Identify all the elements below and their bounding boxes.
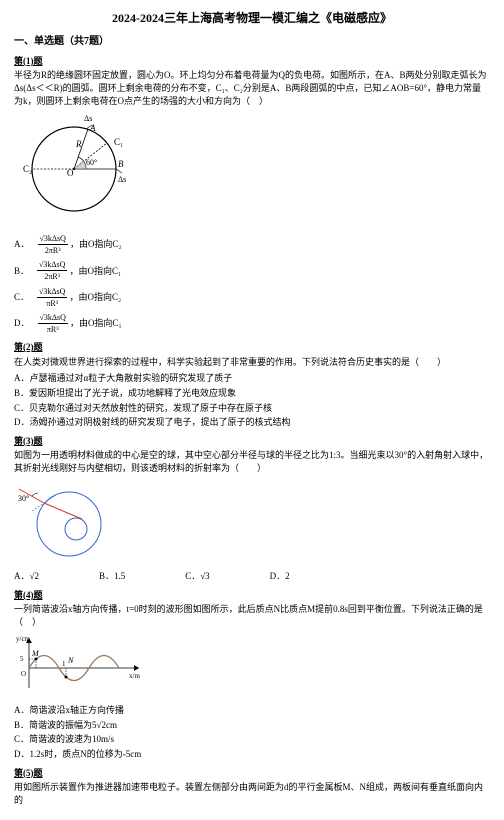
q3-header: 第(3)题 <box>14 435 490 448</box>
section-header: 一、单选题（共7题） <box>14 35 490 49</box>
q4-option-D[interactable]: D．1.2s时，质点N的位移为-5cm <box>14 748 490 761</box>
q2-options: A．卢瑟福通过对α粒子大角散射实验的研究发现了质子 B．爱因斯坦提出了光子说，成… <box>14 372 490 428</box>
q3-options: A．√2 B．1.5 C．√3 D．2 <box>14 570 490 583</box>
q1-options: A． √3kΔsQ2πR³ ，由O指向C₂ B． √3kΔsQ2πR³ ，由O指… <box>14 233 490 336</box>
option-letter: A． <box>14 238 30 251</box>
q3-text: 如图为一用透明材料做成的中心是空的球，其中空心部分半径与球的半径之比为1:3。当… <box>14 449 490 474</box>
q4-option-C[interactable]: C．简谐波的波速为10m/s <box>14 733 490 746</box>
M-label: M <box>31 649 40 658</box>
five: 5 <box>20 655 24 663</box>
tail: ，由O指向C₁ <box>70 317 122 330</box>
q5-text: 用如图所示装置作为推进器加速带电粒子。装置左侧部分由两间距为d的平行金属板M、N… <box>14 781 490 806</box>
option-letter: B． <box>14 265 29 278</box>
angle-30: 30° <box>18 494 29 503</box>
x-label: x/m <box>129 672 140 680</box>
num: √3kΔsQ <box>37 259 67 271</box>
q3-option-D[interactable]: D．2 <box>270 570 290 583</box>
q2-header: 第(2)题 <box>14 341 490 354</box>
label-angle: 60° <box>86 158 97 167</box>
q1-text1: 半径为R的绝缘圆环固定放置，圆心为O。环上均匀分布着电荷量为Q的负电荷。如图所示… <box>14 70 487 80</box>
label-C1: C₁ <box>114 137 123 147</box>
q2-text: 在人类对微观世界进行探索的过程中，科学实验起到了非常重要的作用。下列说法符合历史… <box>14 356 490 369</box>
q1-option-B[interactable]: B． √3kΔsQ2πR³ ，由O指向C₁ <box>14 259 490 282</box>
label-A: A <box>89 123 96 133</box>
q1-option-C[interactable]: C． √3kΔsQπR³ ，由O指向C₂ <box>14 286 490 309</box>
tail: ，由O指向C₁ <box>69 265 121 278</box>
den: πR³ <box>45 324 61 335</box>
q1-text: 半径为R的绝缘圆环固定放置，圆心为O。环上均匀分布着电荷量为Q的负电荷。如图所示… <box>14 69 490 107</box>
q3-option-B[interactable]: B．1.5 <box>99 570 125 583</box>
q1-option-D[interactable]: D． √3kΔsQπR³ ，由O指向C₁ <box>14 312 490 335</box>
tail: ，由O指向C₂ <box>69 291 121 304</box>
q4-option-A[interactable]: A．简谐波沿x轴正方向传播 <box>14 704 490 717</box>
q4-figure: y/cm x/m O M N 5 1 <box>14 633 490 697</box>
q5-header: 第(5)题 <box>14 767 490 780</box>
num: √3kΔsQ <box>38 233 68 245</box>
option-letter: C． <box>14 291 29 304</box>
q2-option-A[interactable]: A．卢瑟福通过对α粒子大角散射实验的研究发现了质子 <box>14 372 490 385</box>
q1-header: 第(1)题 <box>14 55 490 68</box>
q2-option-D[interactable]: D．汤姆孙通过对阴极射线的研究发现了电子，提出了原子的核式结构 <box>14 416 490 429</box>
O-label: O <box>21 670 26 678</box>
q4-header: 第(4)题 <box>14 589 490 602</box>
label-ds-b: Δs <box>118 175 126 184</box>
q4-option-B[interactable]: B．简谐波的振幅为5√2cm <box>14 719 490 732</box>
num: √3kΔsQ <box>37 286 67 298</box>
q3-option-C[interactable]: C．√3 <box>185 570 209 583</box>
q1-option-A[interactable]: A． √3kΔsQ2πR³ ，由O指向C₂ <box>14 233 490 256</box>
num: √3kΔsQ <box>38 312 68 324</box>
label-B: B <box>118 159 124 169</box>
q3-figure: 30° <box>14 479 490 563</box>
option-letter: D． <box>14 317 30 330</box>
q4-text: 一列简谐波沿x轴方向传播，t=0时刻的波形图如图所示，此后质点N比质点M提前0.… <box>14 603 490 628</box>
den: πR³ <box>44 298 60 309</box>
y-label: y/cm <box>16 635 31 643</box>
one: 1 <box>62 660 66 668</box>
q2-option-C[interactable]: C．贝克勒尔通过对天然放射性的研究，发现了原子中存在原子核 <box>14 402 490 415</box>
q1-text2: Δs(Δs＜＜R)的圆弧。圆环上剩余电荷的分布不变，C₁、C₂分别是A、B两段圆… <box>14 83 481 106</box>
page-title: 2024-2024三年上海高考物理一模汇编之《电磁感应》 <box>14 10 490 27</box>
q3-option-A[interactable]: A．√2 <box>14 570 39 583</box>
q2-option-B[interactable]: B．爱因斯坦提出了光子说，成功地解释了光电效应现象 <box>14 387 490 400</box>
q1-figure: O Δs A Δs B C₁ C₂ 60° R <box>14 111 490 225</box>
den: 2πR³ <box>43 245 63 256</box>
N-label: N <box>67 656 74 665</box>
tail: ，由O指向C₂ <box>70 238 122 251</box>
label-C2: C₂ <box>23 164 32 174</box>
label-O: O <box>67 168 74 178</box>
label-ds-a: Δs <box>84 114 92 123</box>
label-R: R <box>75 139 82 149</box>
den: 2πR³ <box>42 271 62 282</box>
